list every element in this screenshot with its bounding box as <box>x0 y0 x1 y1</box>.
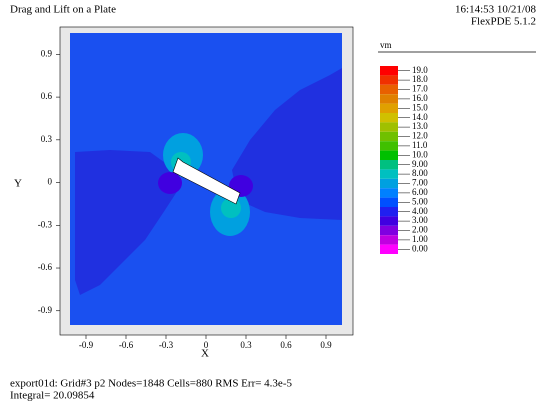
colorbar-swatch <box>380 197 398 207</box>
colorbar-label: 15.0 <box>412 102 428 112</box>
colorbar-swatch <box>380 178 398 189</box>
colorbar-swatch <box>380 141 398 151</box>
colorbar-swatch <box>380 169 398 179</box>
colorbar-label: 5.00 <box>412 196 428 206</box>
field <box>70 33 342 325</box>
colorbar-swatch <box>380 84 398 95</box>
colorbar-label: 8.00 <box>412 168 428 178</box>
x-tick-label: 0.6 <box>280 340 292 350</box>
y-tick-label: -0.6 <box>38 262 53 272</box>
contour-region <box>158 172 182 194</box>
software: FlexPDE 5.1.2 <box>471 16 536 28</box>
contour-region <box>75 150 178 295</box>
colorbar-swatch <box>380 207 398 217</box>
y-tick-label: 0 <box>48 177 53 187</box>
annotation: Integral= 20.09854 <box>10 390 95 402</box>
colorbar-label: 19.0 <box>412 65 428 75</box>
colorbar-label: 11.0 <box>412 140 428 150</box>
x-tick-label: -0.3 <box>159 340 174 350</box>
colorbar-label: 7.00 <box>412 178 428 188</box>
x-tick-label: 0.9 <box>320 340 332 350</box>
colorbar-swatch <box>380 150 398 160</box>
colorbar-label: vm <box>380 40 392 50</box>
colorbar-label: 6.00 <box>412 187 428 197</box>
x-tick-label: 0 <box>204 340 209 350</box>
colorbar-swatch <box>380 131 398 142</box>
colorbar-label: 2.00 <box>412 225 428 235</box>
colorbar-label: 18.0 <box>412 74 428 84</box>
colorbar-swatch <box>380 103 398 113</box>
colorbar-swatch <box>380 66 398 76</box>
plate <box>172 157 241 205</box>
colorbar-swatch <box>380 113 398 123</box>
x-tick-label: 0.3 <box>240 340 252 350</box>
y-tick-label: 0.6 <box>41 91 53 101</box>
colorbar-swatch <box>380 244 398 254</box>
colorbar-swatch <box>380 160 398 170</box>
contour-region <box>232 68 342 220</box>
x-axis-label: X <box>201 348 209 360</box>
annotation: export01d: Grid#3 p2 Nodes=1848 Cells=88… <box>10 378 292 390</box>
colorbar-swatch <box>380 235 398 245</box>
colorbar-label: 10.0 <box>412 149 428 159</box>
colorbar-swatch <box>380 94 398 104</box>
x-tick-label: -0.9 <box>79 340 94 350</box>
colorbar-label: 3.00 <box>412 215 428 225</box>
colorbar-label: 0.00 <box>412 243 428 253</box>
y-axis-label: Y <box>14 178 22 190</box>
colorbar-swatch <box>380 216 398 226</box>
colorbar-label: 12.0 <box>412 131 428 141</box>
colorbar-label: 16.0 <box>412 93 428 103</box>
y-tick-label: 0.9 <box>41 48 53 58</box>
colorbar-label: 1.00 <box>412 234 428 244</box>
colorbar-label: 14.0 <box>412 112 428 122</box>
colorbar-label: 4.00 <box>412 206 428 216</box>
colorbar-swatch <box>380 225 398 236</box>
colorbar-swatch <box>380 75 398 85</box>
y-tick-label: -0.9 <box>38 305 53 315</box>
colorbar-swatch <box>380 188 398 198</box>
y-tick-label: 0.3 <box>41 134 53 144</box>
colorbar-swatch <box>380 122 398 132</box>
x-tick-label: -0.6 <box>119 340 134 350</box>
colorbar-label: 17.0 <box>412 84 428 94</box>
chart-title: Drag and Lift on a Plate <box>10 4 116 16</box>
y-tick-label: -0.3 <box>38 219 53 229</box>
colorbar-label: 13.0 <box>412 121 428 131</box>
colorbar-label: 9.00 <box>412 159 428 169</box>
timestamp: 16:14:53 10/21/08 <box>455 4 536 16</box>
